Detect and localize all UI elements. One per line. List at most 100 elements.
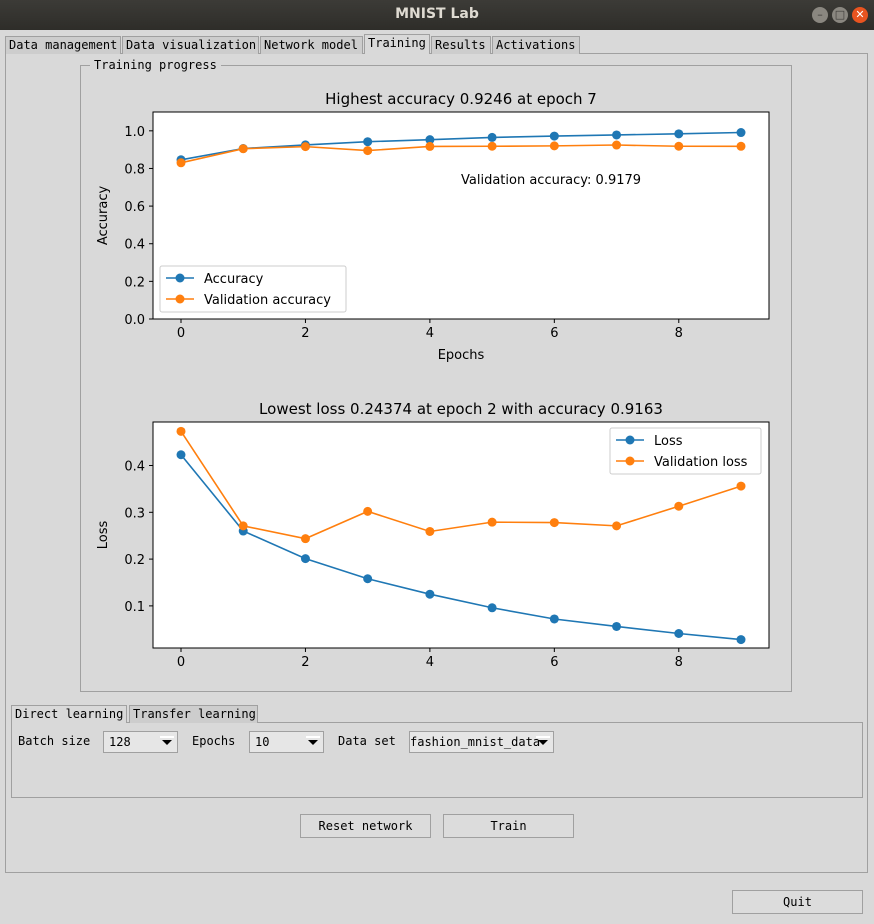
chart-accuracy: Highest accuracy 0.9246 at epoch 7 0 2 4 6 8 0…: [96, 90, 770, 363]
x-tick-label: 4: [426, 655, 434, 670]
epochs-label: Epochs: [192, 734, 236, 748]
series-line-1: [180, 131, 742, 161]
data-point: [176, 450, 186, 460]
group-title: Training progress: [90, 58, 221, 72]
data-point: [736, 481, 746, 491]
x-tick-label: 4: [426, 326, 434, 341]
y-tick-label: 0.8: [124, 162, 145, 177]
data-point: [425, 526, 435, 536]
y-tick-label: 0.2: [124, 553, 145, 568]
tab-results[interactable]: Results: [431, 36, 491, 54]
x-tick-label: 6: [550, 655, 558, 670]
data-point: [300, 142, 310, 152]
data-point: [487, 132, 497, 142]
data-point: [549, 518, 559, 528]
y-axis-label: Accuracy: [96, 186, 111, 246]
data-point: [425, 135, 435, 145]
chevron-down-icon: [160, 736, 174, 745]
y-tick-label: 0.3: [124, 506, 145, 521]
tab-direct-learning[interactable]: Direct learning: [11, 705, 127, 723]
train-button[interactable]: Train: [443, 814, 574, 838]
tab-training[interactable]: Training: [364, 34, 430, 54]
data-point: [238, 521, 248, 531]
x-tick-label: 2: [301, 655, 309, 670]
chart-title: Highest accuracy 0.9246 at epoch 7: [325, 90, 597, 108]
data-point: [549, 614, 559, 624]
data-point: [549, 131, 559, 141]
legend-marker: [175, 294, 185, 304]
dataset-label: Data set: [338, 734, 396, 748]
data-point: [425, 589, 435, 599]
data-point: [736, 128, 746, 138]
dataset-select[interactable]: fashion_mnist_data: [409, 731, 554, 753]
data-point: [736, 141, 746, 151]
data-point: [487, 141, 497, 151]
chevron-down-icon: [306, 736, 320, 745]
x-axis-label: Epochs: [438, 348, 485, 363]
x-tick-label: 6: [550, 326, 558, 341]
chart-loss: Lowest loss 0.24374 at epoch 2 with accu…: [96, 400, 770, 670]
reset-network-button[interactable]: Reset network: [300, 814, 431, 838]
x-tick-label: 0: [177, 655, 185, 670]
data-point: [549, 141, 559, 151]
quit-button[interactable]: Quit: [732, 890, 863, 914]
data-point: [612, 130, 622, 140]
data-point: [300, 534, 310, 544]
legend-label: Loss: [654, 434, 683, 449]
x-tick-label: 8: [675, 655, 683, 670]
legend: [159, 265, 347, 313]
series-line-1: [180, 454, 742, 641]
data-point: [176, 426, 186, 436]
data-point: [674, 501, 684, 511]
learning-notebook: [11, 722, 863, 798]
x-tick-label: 8: [675, 326, 683, 341]
data-point: [425, 141, 435, 151]
tab-transfer-learning[interactable]: Transfer learning: [129, 705, 258, 723]
legend-marker: [175, 273, 185, 283]
y-tick-label: 0.4: [124, 238, 145, 253]
close-icon[interactable]: ✕: [852, 7, 868, 23]
training-progress-group: [80, 65, 792, 692]
data-point: [176, 158, 186, 168]
tab-data-visualization[interactable]: Data visualization: [122, 36, 259, 54]
series-line-2: [180, 144, 742, 164]
y-tick-label: 0.4: [124, 460, 145, 475]
batch-size-value: 128: [109, 735, 131, 749]
data-point: [300, 554, 310, 564]
data-point: [612, 521, 622, 531]
data-point: [363, 574, 373, 584]
epochs-value: 10: [255, 735, 270, 749]
epochs-select[interactable]: 10: [249, 731, 324, 753]
legend-label: Validation loss: [654, 455, 748, 470]
legend-label: Validation accuracy: [204, 293, 331, 308]
tab-activations[interactable]: Activations: [492, 36, 580, 54]
data-point: [238, 144, 248, 154]
data-point: [612, 140, 622, 150]
minimize-icon[interactable]: –: [812, 7, 828, 23]
data-point: [674, 628, 684, 638]
batch-size-select[interactable]: 128: [103, 731, 178, 753]
y-tick-label: 0.6: [124, 200, 145, 215]
tab-network-model[interactable]: Network model: [260, 36, 363, 54]
maximize-icon[interactable]: □: [832, 7, 848, 23]
chart-title: Lowest loss 0.24374 at epoch 2 with accu…: [259, 400, 663, 418]
data-point: [363, 137, 373, 147]
data-point: [612, 621, 622, 631]
dataset-value: fashion_mnist_data: [410, 735, 541, 749]
y-tick-label: 0.2: [124, 275, 145, 290]
tab-data-management[interactable]: Data management: [5, 36, 121, 54]
y-axis-label: Loss: [96, 521, 111, 550]
chart-annotation: Validation accuracy: 0.9179: [461, 173, 641, 188]
data-point: [674, 141, 684, 151]
chevron-down-icon: [536, 736, 550, 745]
window-title: MNIST Lab: [395, 6, 479, 22]
y-tick-label: 0.0: [124, 313, 145, 328]
data-point: [487, 603, 497, 613]
legend-label: Accuracy: [204, 272, 264, 287]
data-point: [487, 517, 497, 527]
data-point: [736, 635, 746, 645]
legend-marker: [625, 456, 635, 466]
series-line-2: [180, 430, 742, 540]
data-point: [363, 506, 373, 516]
y-tick-label: 1.0: [124, 125, 145, 140]
